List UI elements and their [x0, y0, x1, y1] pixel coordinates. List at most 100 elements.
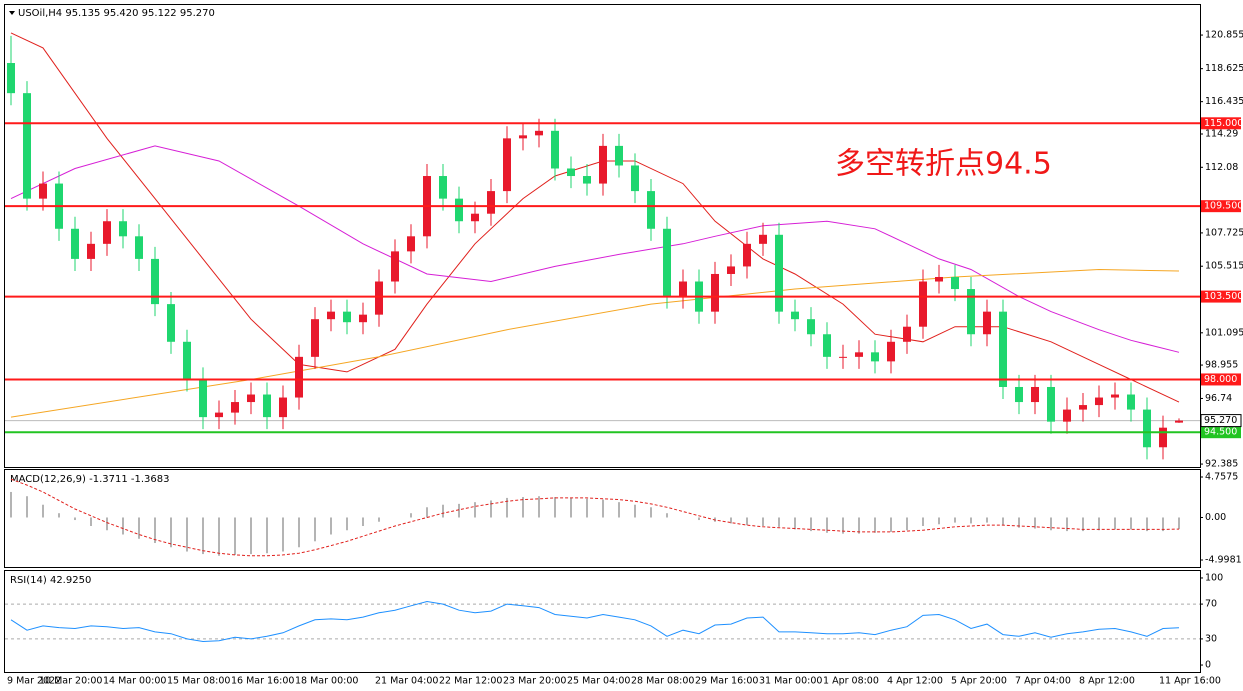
candle-body [807, 319, 815, 335]
candle-body [407, 236, 415, 252]
candle-body [935, 276, 943, 282]
candle-body [919, 281, 927, 327]
macd-bar [410, 513, 412, 518]
y-tick-label: 120.855 [1205, 30, 1243, 41]
level-label: 109.500 [1204, 201, 1243, 212]
macd-bar [490, 500, 492, 518]
candle-body [1143, 409, 1151, 448]
candle-body [199, 379, 207, 418]
y-tick-label: 112.08 [1205, 162, 1238, 173]
macd-bar [186, 517, 188, 552]
level-label: 98.000 [1204, 374, 1237, 385]
x-tick-label: 16 Mar 16:00 [231, 676, 294, 687]
x-tick-label: 9 Mar 2022 [7, 676, 61, 687]
y-tick-label: 100 [1205, 572, 1223, 583]
macd-bar [170, 517, 172, 548]
candle-body [567, 168, 575, 177]
candle-body [231, 402, 239, 413]
macd-bar [1002, 517, 1004, 526]
candle-body [871, 352, 879, 362]
candle-body [1047, 386, 1055, 422]
macd-panel [4, 469, 1201, 568]
candle-body [327, 311, 335, 320]
macd-bar [810, 517, 812, 532]
price-label: 95.270 [1204, 415, 1237, 426]
x-tick-label: 29 Mar 16:00 [695, 676, 758, 687]
candle-body [727, 266, 735, 274]
candle-body [647, 191, 655, 229]
candle-body [391, 251, 399, 282]
candle-body [599, 145, 607, 184]
macd-bar [58, 513, 60, 518]
y-tick-label: 107.725 [1205, 227, 1243, 238]
macd-bar [1018, 517, 1020, 528]
macd-bar [874, 517, 876, 533]
candle-body [375, 281, 383, 315]
macd-bar [26, 496, 28, 518]
macd-bar [922, 517, 924, 526]
x-tick-label: 28 Mar 08:00 [631, 676, 694, 687]
price-label-box [1200, 414, 1242, 428]
x-tick-label: 4 Apr 12:00 [887, 676, 943, 687]
macd-bar [1130, 517, 1132, 530]
y-tick-label: 105.515 [1205, 261, 1243, 272]
y-tick-label: 0 [1205, 660, 1211, 671]
rsi-panel [4, 570, 1201, 673]
candle-body [1063, 409, 1071, 422]
macd-signal [10, 478, 1180, 557]
y-tick-label: 92.385 [1205, 459, 1238, 470]
macd-bar [618, 502, 620, 518]
candle-body [183, 341, 191, 380]
macd-bar [538, 496, 540, 518]
candle-body [71, 228, 79, 259]
x-tick-label: 15 Mar 08:00 [167, 676, 230, 687]
macd-bar [122, 517, 124, 535]
candle-body [519, 135, 527, 139]
level-label-box [1201, 290, 1241, 303]
level-label: 115.000 [1204, 118, 1243, 129]
candle-body [951, 276, 959, 290]
candle-body [583, 176, 591, 184]
candle-body [791, 311, 799, 320]
macd-bar [458, 503, 460, 518]
candle-body [39, 183, 47, 199]
macd-bar [1146, 517, 1148, 532]
candle-body [1031, 386, 1039, 403]
macd-bar [330, 517, 332, 535]
x-tick-label: 7 Apr 04:00 [1015, 676, 1071, 687]
macd-bar [378, 517, 380, 522]
candle-body [279, 397, 287, 418]
y-tick-label: 98.955 [1205, 360, 1238, 371]
candle-body [487, 191, 495, 214]
x-tick-label: 22 Mar 12:00 [439, 676, 502, 687]
candle-body [295, 356, 303, 398]
candle-body [23, 93, 31, 199]
moving-average [10, 145, 1180, 353]
macd-bar [666, 513, 668, 518]
macd-bar [282, 517, 284, 552]
macd-bar [154, 517, 156, 544]
y-tick-label: 101.095 [1205, 327, 1243, 338]
price-panel [4, 4, 1201, 468]
candle-body [503, 138, 511, 192]
y-tick-label: 118.625 [1205, 63, 1243, 74]
macd-bar [570, 497, 572, 518]
candle-body [87, 243, 95, 259]
macd-bar [266, 517, 268, 554]
candle-body [663, 228, 671, 297]
candle-body [119, 221, 127, 237]
macd-bar [586, 498, 588, 518]
macd-bar [362, 517, 364, 526]
macd-bar [842, 517, 844, 534]
y-tick-label: 4.7575 [1205, 471, 1238, 482]
macd-bar [858, 517, 860, 534]
macd-bar [42, 504, 44, 518]
macd-bar [314, 517, 316, 542]
macd-bar [634, 504, 636, 518]
candle-body [743, 243, 751, 267]
macd-bar [954, 517, 956, 523]
y-tick-label: 70 [1205, 599, 1217, 610]
macd-bar [778, 517, 780, 527]
candle-body [711, 273, 719, 312]
candle-body [1079, 405, 1087, 410]
